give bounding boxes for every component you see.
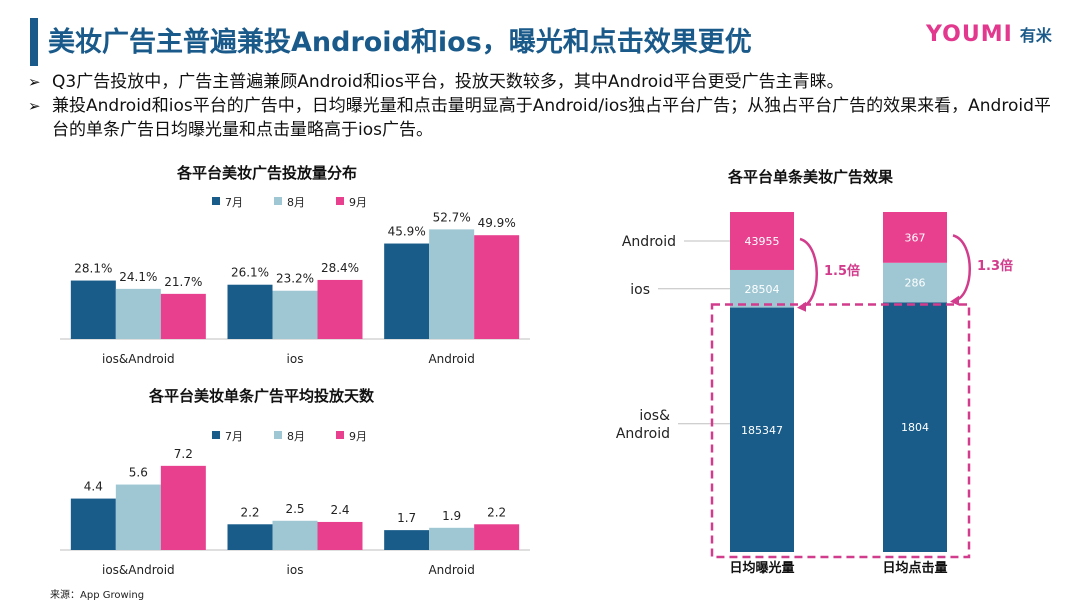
data-label: 26.1% [231,266,269,280]
data-label: 1.7 [397,511,416,525]
bar [384,530,430,550]
data-label: 28504 [745,283,780,296]
data-label: 367 [905,231,926,244]
category-label: 日均点击量 [882,560,947,576]
ratio-label: 1.5倍 [824,263,860,279]
chart-effect: 185347 28504 43955 日均曝光量 1.5倍 1804 286 367 日均点击量… [616,212,1013,576]
category-label: Android [428,563,474,577]
legend-label: 9月 [349,430,367,443]
bar [115,484,161,550]
data-label: 21.7% [164,275,202,289]
category-label: ios [287,352,304,366]
legend-label: 8月 [287,196,305,209]
bar [429,527,475,550]
data-label: 52.7% [433,210,471,224]
data-label: 24.1% [119,270,157,284]
legend-label: 7月 [225,196,243,209]
bullet-arrow-icon: ➢ [28,73,41,91]
data-label: 1804 [901,421,929,434]
bar [317,279,363,339]
bullet-item: ➢ 兼投Android和ios平台的广告中，日均曝光量和点击量明显高于Andro… [28,94,1058,142]
data-label: 23.2% [276,272,314,286]
chart-days: 7月 8月 9月 4.4 5.6 7.2 ios&Android 2.2 2.5 2.4 ios 1.… [60,430,530,577]
bullet-item: ➢ Q3广告投放中，广告主普遍兼顾Android和ios平台，投放天数较多，其中… [28,70,1058,94]
bar [474,235,520,339]
series-label: ios [630,282,650,298]
page-title: 美妆广告主普遍兼投Android和ios，曝光和点击效果更优 [48,27,752,58]
title-accent-bar [30,18,38,66]
source-note: 来源：App Growing [50,590,145,601]
category-label: ios&Android [102,563,175,577]
legend-swatch [336,197,344,205]
data-label: 5.6 [129,466,148,480]
legend-swatch [274,431,282,439]
bar [160,465,206,550]
bar [474,524,520,550]
category-label: ios [287,563,304,577]
category-label: ios&Android [102,352,175,366]
bar [160,293,206,339]
data-label: 45.9% [388,225,426,239]
category-label: Android [428,352,474,366]
data-label: 185347 [741,424,783,437]
ratio-label: 1.3倍 [977,258,1013,274]
data-label: 286 [905,277,926,290]
data-label: 43955 [745,235,780,248]
bar [272,520,318,550]
arrow-head-icon [950,295,959,306]
legend-swatch [212,197,220,205]
bar [70,280,116,339]
youmi-logo: YOUMI 有米 [926,22,1066,58]
stacked-bar-segment [730,269,794,308]
data-label: 2.2 [487,505,506,519]
data-label: 4.4 [84,480,103,494]
bar [227,524,273,550]
data-label: 7.2 [174,447,193,461]
bar [70,498,116,550]
bar [272,290,318,339]
highlight-dashed-box [710,303,971,559]
data-label: 28.1% [74,262,112,276]
logo-text: YOUMI [926,22,1013,47]
bullet-text: 兼投Android和ios平台的广告中，日均曝光量和点击量明显高于Android… [52,96,1051,140]
stacked-bar-segment [730,212,794,270]
bar [384,243,430,339]
bar [227,284,273,339]
data-label: 1.9 [442,509,461,523]
bar [317,521,363,550]
stacked-bar-segment [883,302,947,552]
series-label: ios& Android [616,408,670,442]
bar [115,288,161,339]
data-label: 2.4 [330,503,349,517]
stacked-bar-segment [883,212,947,263]
category-label: 日均曝光量 [729,560,794,576]
stacked-bar-segment [730,307,794,552]
chart-distribution: 7月 8月 9月 28.1% 24.1% 21.7% ios&Android 26.1% 23.… [60,196,530,366]
summary-bullets: ➢ Q3广告投放中，广告主普遍兼顾Android和ios平台，投放天数较多，其中… [28,70,1058,142]
data-label: 2.2 [240,505,259,519]
legend-label: 8月 [287,430,305,443]
chart-title-effect: 各平台单条美妆广告效果 [728,168,894,186]
arrow-head-icon [797,301,806,312]
logo-cn-text: 有米 [1019,26,1052,45]
chart-title-days: 各平台美妆单条广告平均投放天数 [149,387,375,405]
data-label: 49.9% [478,216,516,230]
ratio-arrow [799,237,818,308]
legend-label: 9月 [349,196,367,209]
series-label: Android [622,234,676,250]
legend-label: 7月 [225,430,243,443]
ratio-arrow [952,234,971,302]
legend-swatch [336,431,344,439]
bullet-text: Q3广告投放中，广告主普遍兼顾Android和ios平台，投放天数较多，其中An… [52,72,844,92]
data-label: 28.4% [321,261,359,275]
legend-swatch [274,197,282,205]
legend-swatch [212,431,220,439]
chart-title-distribution: 各平台美妆广告投放量分布 [177,164,358,182]
stacked-bar-segment [883,262,947,303]
bullet-arrow-icon: ➢ [28,97,41,115]
bar [429,229,475,339]
data-label: 2.5 [285,502,304,516]
